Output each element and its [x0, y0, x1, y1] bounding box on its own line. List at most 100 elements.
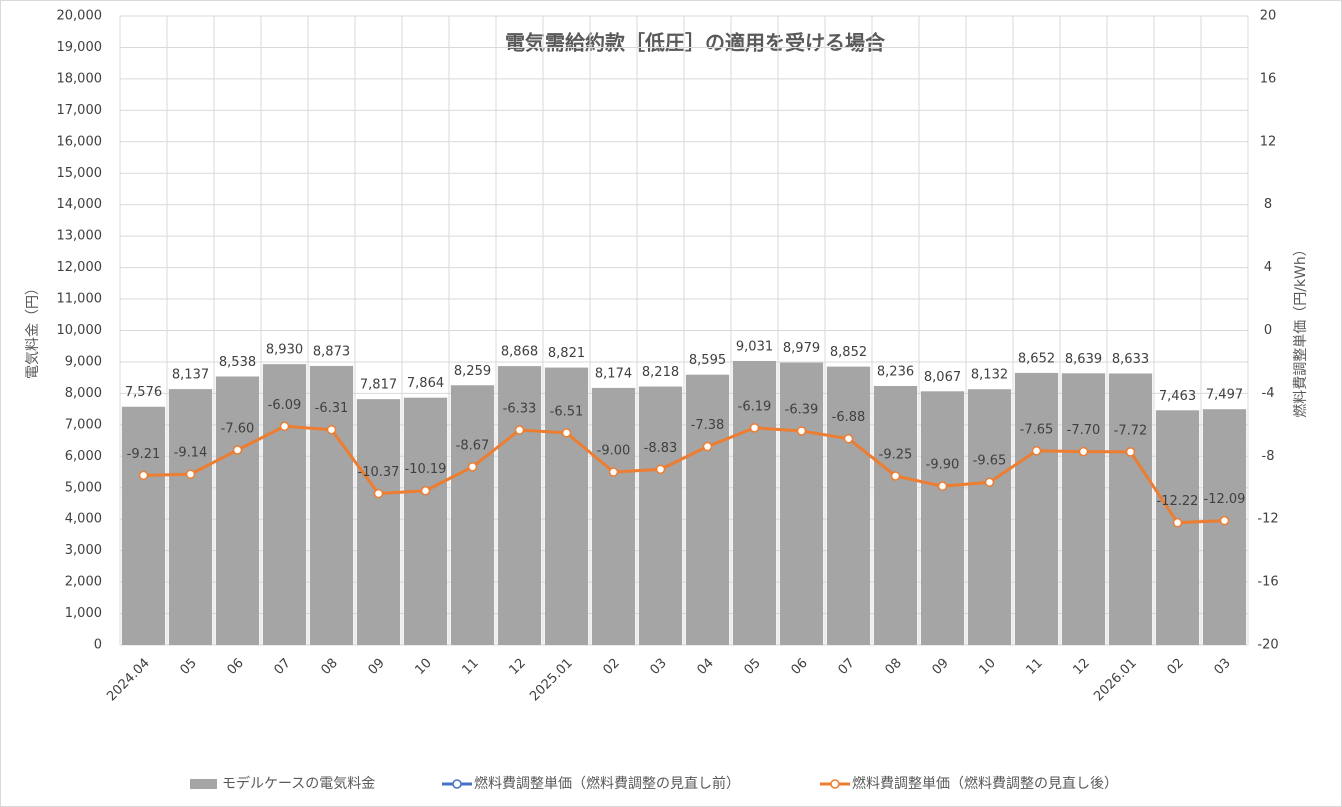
legend-label: 燃料費調整単価（燃料費調整の見直し後） — [852, 775, 1118, 792]
bar — [591, 387, 636, 645]
line-point — [937, 481, 948, 491]
bar-value-label: 8,821 — [548, 346, 585, 361]
bar — [356, 399, 401, 645]
line-value-label: -9.25 — [879, 447, 913, 462]
y2-tick-label: 20 — [1260, 9, 1277, 24]
bar-value-label: 8,633 — [1112, 352, 1149, 367]
line-point — [796, 426, 807, 436]
bar-value-label: 7,864 — [407, 376, 444, 391]
y-tick-label: 7,000 — [65, 417, 102, 432]
line-point — [420, 485, 431, 496]
line-value-label: -7.70 — [1067, 423, 1101, 438]
legend-swatch — [190, 779, 217, 789]
line-point — [1125, 447, 1136, 457]
line-point — [1172, 517, 1183, 528]
line-point — [514, 425, 525, 435]
line-point — [279, 421, 290, 432]
y-tick-label: 5,000 — [65, 480, 102, 495]
y-tick-label: 16,000 — [57, 134, 103, 149]
line-point — [373, 488, 384, 499]
y-axis-title: 電気料金（円） — [25, 281, 41, 379]
bar — [826, 366, 871, 645]
y-tick-label: 14,000 — [57, 197, 103, 212]
bar-value-label: 8,236 — [877, 364, 914, 379]
y2-tick-label: -8 — [1262, 449, 1275, 464]
chart-title: 電気需給約款［低圧］の適用を受ける場合 — [505, 31, 886, 55]
line-value-label: -6.09 — [268, 398, 302, 413]
line-value-label: -6.39 — [785, 402, 819, 417]
bar-value-label: 8,639 — [1065, 352, 1102, 367]
y2-tick-label: 16 — [1260, 71, 1277, 86]
bar-value-label: 8,979 — [783, 341, 820, 356]
y-tick-label: 2,000 — [65, 575, 102, 590]
bar — [497, 366, 542, 645]
y-tick-label: 3,000 — [65, 543, 102, 558]
y-tick-label: 12,000 — [57, 260, 103, 275]
y-tick-label: 13,000 — [57, 229, 103, 244]
y2-tick-label: -4 — [1262, 386, 1275, 401]
legend-marker — [452, 779, 462, 789]
bar — [685, 374, 730, 645]
bar-value-label: 8,132 — [971, 368, 1008, 383]
line-value-label: -7.38 — [691, 418, 725, 433]
bar — [873, 385, 918, 645]
bar — [1202, 409, 1247, 645]
line-point — [1078, 446, 1089, 457]
bar — [638, 386, 683, 645]
bar — [920, 391, 965, 645]
line-point — [1219, 515, 1230, 526]
y2-tick-label: -12 — [1257, 512, 1278, 527]
bar-value-label: 8,930 — [266, 343, 303, 358]
bar — [732, 360, 777, 645]
line-value-label: -6.88 — [832, 410, 866, 425]
bar — [544, 367, 589, 645]
bar-value-label: 7,817 — [360, 378, 397, 393]
line-value-label: -6.19 — [738, 399, 772, 414]
y2-tick-label: 8 — [1264, 197, 1272, 212]
y-tick-label: 4,000 — [65, 512, 102, 527]
bar — [168, 389, 213, 645]
line — [143, 424, 1225, 525]
y-tick-label: 10,000 — [57, 323, 103, 338]
y-tick-label: 19,000 — [57, 40, 103, 55]
bar-value-label: 8,218 — [642, 365, 679, 380]
bar — [1061, 373, 1106, 645]
y-tick-label: 6,000 — [65, 449, 102, 464]
bar — [450, 385, 495, 645]
line-point — [185, 469, 196, 479]
legend-marker — [830, 779, 840, 789]
bar-value-label: 8,873 — [313, 344, 350, 359]
line-point — [749, 423, 760, 433]
line-point — [1031, 446, 1042, 456]
y-tick-label: 11,000 — [57, 292, 103, 307]
line-point — [890, 471, 901, 481]
y2-tick-label: 12 — [1260, 134, 1277, 149]
bar-value-label: 8,868 — [501, 345, 538, 360]
y-tick-label: 18,000 — [57, 71, 103, 86]
bar-value-label: 7,463 — [1159, 389, 1196, 404]
legend-label: 燃料費調整単価（燃料費調整の見直し前） — [474, 775, 740, 792]
bar — [309, 365, 354, 645]
bar-value-label: 8,652 — [1018, 351, 1055, 366]
line-value-label: -10.19 — [405, 462, 447, 477]
line-point — [843, 433, 854, 444]
line-point — [138, 470, 149, 481]
bar-value-label: 8,137 — [172, 368, 209, 383]
legend-label: モデルケースの電気料金 — [222, 775, 375, 792]
y2-tick-label: -20 — [1257, 638, 1278, 653]
line-value-label: -9.00 — [597, 444, 631, 459]
bar-value-label: 8,174 — [595, 366, 632, 381]
bar — [215, 376, 260, 645]
line-value-label: -9.21 — [127, 447, 161, 462]
y2-tick-label: 0 — [1264, 323, 1272, 338]
bar-value-label: 7,576 — [125, 385, 162, 400]
line-point — [232, 445, 243, 455]
line-point — [326, 424, 337, 435]
line-value-label: -12.09 — [1204, 492, 1246, 507]
bar-value-label: 9,031 — [736, 339, 773, 354]
y2-tick-label: -16 — [1257, 575, 1278, 590]
y-tick-label: 20,000 — [57, 9, 103, 24]
line-value-label: -6.51 — [550, 404, 584, 419]
